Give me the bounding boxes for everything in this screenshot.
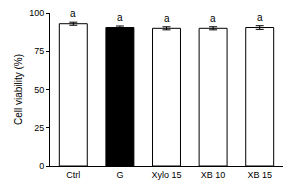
svg-text:Ctrl: Ctrl	[66, 170, 80, 180]
svg-text:50: 50	[34, 85, 44, 95]
svg-text:a: a	[164, 13, 170, 24]
svg-text:XB 10: XB 10	[201, 170, 226, 180]
svg-text:XB 15: XB 15	[247, 170, 272, 180]
svg-text:75: 75	[34, 46, 44, 56]
svg-text:a: a	[257, 12, 263, 23]
svg-text:Xylo 15: Xylo 15	[151, 170, 181, 180]
svg-text:0: 0	[39, 161, 44, 171]
svg-text:G: G	[116, 170, 123, 180]
svg-text:25: 25	[34, 123, 44, 133]
svg-text:a: a	[210, 13, 216, 24]
svg-text:100: 100	[29, 8, 44, 18]
svg-text:Cell viability (%): Cell viability (%)	[13, 54, 24, 125]
svg-text:a: a	[70, 8, 76, 19]
svg-text:a: a	[117, 12, 123, 23]
